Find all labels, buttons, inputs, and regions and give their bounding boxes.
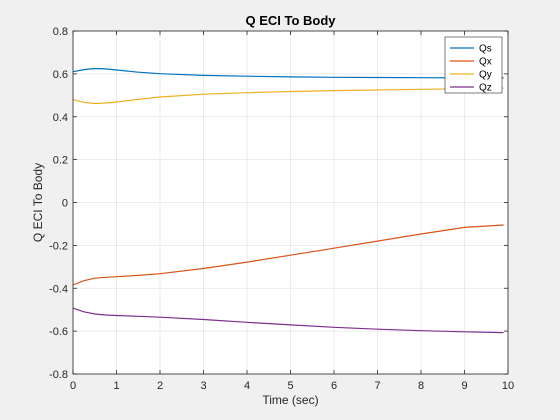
- x-tick-label: 2: [157, 380, 163, 392]
- y-tick-label: -0.4: [49, 283, 68, 295]
- legend-box: [444, 36, 503, 94]
- x-tick-label: 6: [331, 380, 337, 392]
- x-tick-label: 9: [461, 380, 467, 392]
- x-tick-label: 5: [287, 380, 293, 392]
- x-tick-label: 7: [374, 380, 380, 392]
- plot-lines: [72, 67, 504, 334]
- series-line-qs: [72, 67, 504, 79]
- y-tick-label: 0: [62, 198, 68, 210]
- x-tick-label: 4: [244, 380, 250, 392]
- x-tick-label: 0: [70, 380, 76, 392]
- series-line-qx: [72, 224, 504, 286]
- y-tick-label: -0.2: [49, 240, 68, 252]
- chart-title: Q ECI To Body: [245, 13, 336, 28]
- x-tick-label: 3: [200, 380, 206, 392]
- legend-label-qy: Qy: [479, 70, 492, 81]
- legend: Qs Qx Qy Qz: [444, 36, 503, 94]
- y-tick-label: -0.6: [49, 326, 68, 338]
- y-tick-label: 0.2: [53, 155, 68, 167]
- y-tick-label: 0.8: [53, 26, 68, 38]
- x-tick-label: 8: [418, 380, 424, 392]
- x-tick-label: 1: [113, 380, 119, 392]
- legend-label-qz: Qz: [479, 83, 492, 94]
- ticks: 0 1 2 3 4 5 6 7 8 9 10 -0.8 -0.6 -0.4 -0.2 0 0.2 0.4 0.6 0.…: [49, 26, 514, 392]
- y-tick-label: 0.4: [53, 112, 68, 124]
- series-line-qz: [72, 307, 504, 334]
- series-line-qy: [72, 87, 504, 105]
- y-tick-label: -0.8: [49, 369, 68, 381]
- legend-label-qs: Qs: [479, 44, 492, 55]
- y-tick-label: 0.6: [53, 69, 68, 81]
- x-axis-label: Time (sec): [262, 393, 318, 407]
- y-axis-label: Q ECI To Body: [31, 163, 45, 242]
- x-tick-label: 10: [502, 380, 514, 392]
- legend-label-qx: Qx: [479, 57, 492, 68]
